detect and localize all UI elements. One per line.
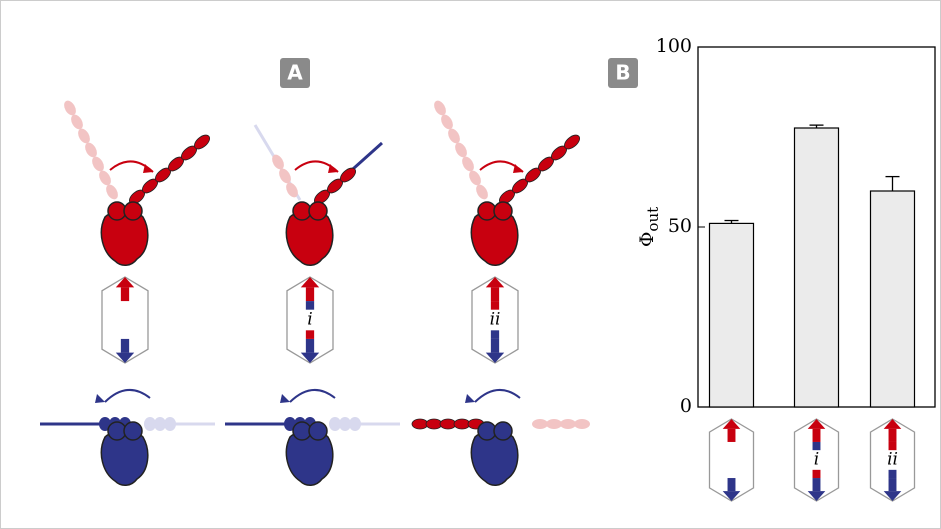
- bar: [710, 223, 754, 407]
- arrow-shaft: [306, 339, 314, 353]
- bar: [871, 191, 915, 407]
- arrow-shaft: [889, 429, 897, 442]
- bar: [795, 128, 839, 407]
- ribosome-subunit: [124, 422, 142, 440]
- arrow-shaft: [728, 478, 736, 491]
- panel-label: B: [615, 61, 630, 85]
- arrow-shaft: [121, 339, 129, 353]
- y-tick-label: 100: [656, 35, 692, 57]
- arrow-shaft: [306, 287, 314, 301]
- arrow-shaft: [813, 478, 821, 491]
- figure: A B iii 050100Φoutiii: [0, 0, 941, 529]
- arrow-shaft: [491, 301, 499, 310]
- domain-bead: [349, 417, 361, 431]
- hexagon-label: ii: [887, 450, 898, 470]
- arrow-shaft: [813, 470, 821, 478]
- domain-bead: [574, 419, 590, 429]
- arrow-shaft: [491, 287, 499, 301]
- y-tick-label: 0: [680, 395, 692, 417]
- domain-bead: [560, 419, 576, 429]
- ribosome-subunit: [309, 202, 327, 220]
- y-axis-label-symbol: Φ: [636, 232, 658, 248]
- y-tick-label: 50: [668, 215, 692, 237]
- arrow-shaft: [813, 429, 821, 442]
- arrow-shaft: [491, 339, 499, 353]
- arrow-shaft: [491, 330, 499, 339]
- domain-bead: [546, 419, 562, 429]
- panel-label: A: [287, 61, 303, 85]
- hexagon-label: i: [814, 450, 819, 470]
- domain-bead: [164, 417, 176, 431]
- ribosome-subunit: [494, 422, 512, 440]
- arrow-shaft: [306, 330, 314, 339]
- arrow-shaft: [889, 470, 897, 478]
- arrow-shaft: [121, 287, 129, 301]
- ribosome-subunit: [124, 202, 142, 220]
- domain-bead: [532, 419, 548, 429]
- arrow-shaft: [306, 301, 314, 310]
- arrow-shaft: [728, 429, 736, 442]
- y-axis-label-subscript: out: [644, 207, 662, 232]
- ribosome-subunit: [494, 202, 512, 220]
- hexagon-label: i: [307, 310, 312, 330]
- ribosome-subunit: [309, 422, 327, 440]
- arrow-shaft: [889, 478, 897, 491]
- hexagon-label: ii: [490, 310, 501, 330]
